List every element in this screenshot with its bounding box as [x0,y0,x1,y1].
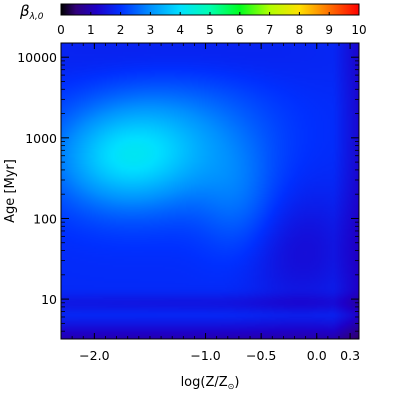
x-axis-label-suffix: ) [234,375,239,390]
x-tick-label: 0.3 [340,348,360,363]
plot-frame [60,42,360,340]
y-axis-label-unit: [Myr] [3,159,18,193]
colorbar-tick-label: 9 [325,23,333,37]
x-axis-label-main: log(Z/Z [181,375,228,390]
colorbar-tick-label: 8 [296,23,304,37]
colorbar-tick-label: 4 [176,23,184,37]
y-tick-label: 10000 [17,50,57,65]
colorbar: βλ,0 0 1 2 3 4 5 6 7 8 9 10 [19,2,367,37]
y-axis-label: Age [Myr] [3,159,18,223]
colorbar-tick-label: 2 [117,23,125,37]
colorbar-tick-label: 3 [147,23,155,37]
x-axis-label-symbol: ⊙ [228,382,235,391]
colorbar-label: βλ,0 [19,2,44,22]
colorbar-tick-label: 10 [351,23,366,37]
colorbar-ticks: 0 1 2 3 4 5 6 7 8 9 10 [57,12,367,37]
y-tick-label: 100 [33,211,57,226]
x-axis-ticks: −2.0 −1.0 −0.5 0.0 0.3 [71,43,360,363]
heatmap-field [61,43,359,339]
colorbar-tick-label: 1 [87,23,95,37]
x-tick-label: −1.0 [190,348,220,363]
x-tick-label: −0.5 [246,348,276,363]
y-axis-ticks: 10 100 1000 10000 [17,50,359,332]
colorbar-tick-label: 5 [206,23,214,37]
colorbar-tick-label: 6 [236,23,244,37]
colorbar-tick-label: 7 [266,23,274,37]
colorbar-label-sub: λ,0 [29,12,44,22]
colorbar-label-main: β [19,2,30,20]
colorbar-tick-label: 0 [57,23,65,37]
y-tick-label: 1000 [25,131,57,146]
heatmap-image [61,43,359,339]
y-axis-label-main: Age [3,198,18,223]
x-tick-label: −2.0 [79,348,109,363]
x-axis-label: log(Z/Z⊙) [181,375,240,391]
y-tick-label: 10 [41,292,57,307]
x-tick-label: 0.0 [307,348,327,363]
